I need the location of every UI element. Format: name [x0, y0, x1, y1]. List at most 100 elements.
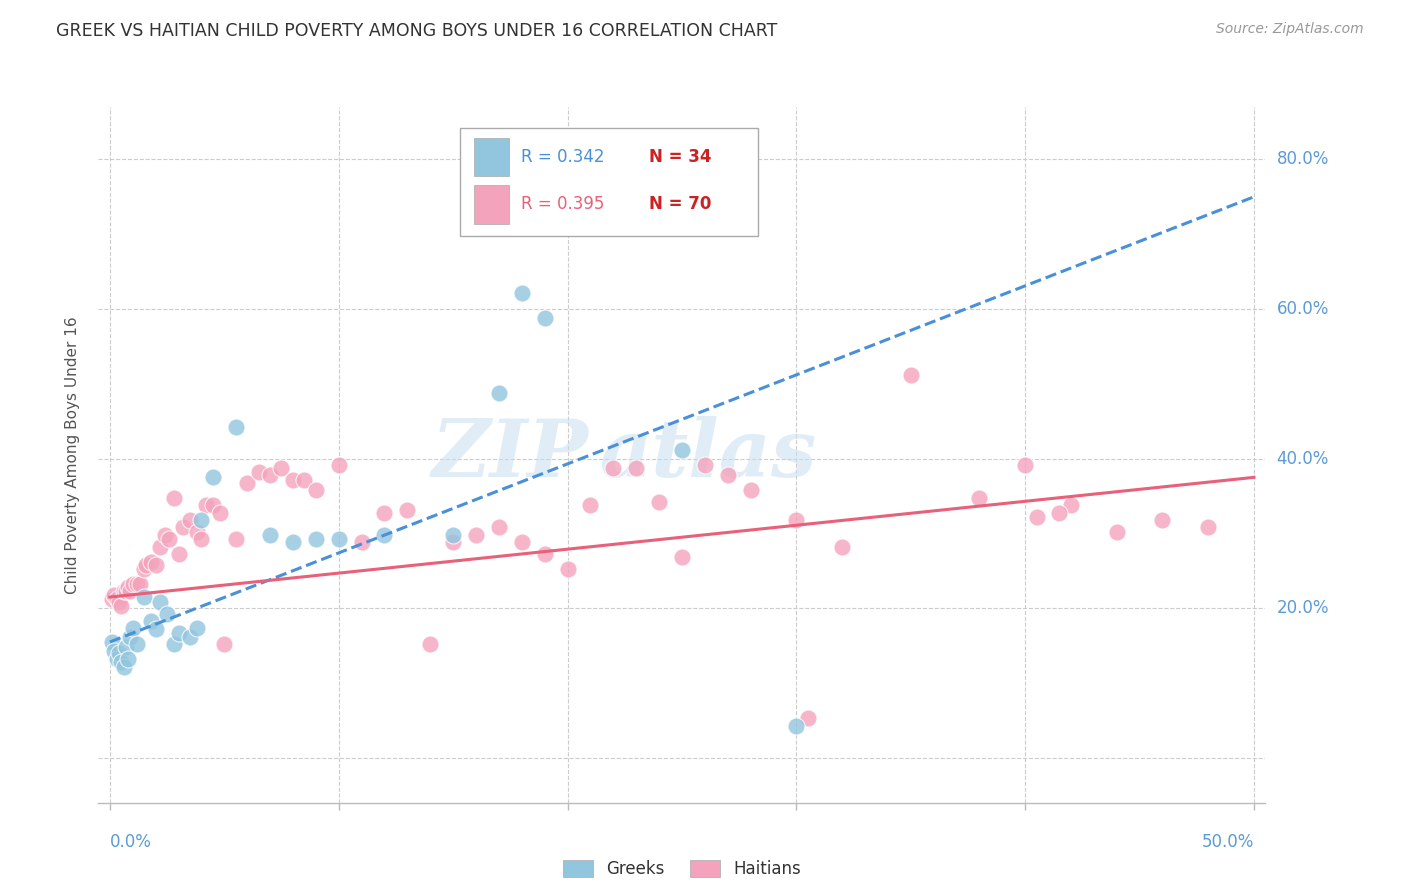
FancyBboxPatch shape [474, 186, 509, 224]
Point [117, 652, 139, 666]
Point [190, 533, 212, 547]
Point [120, 630, 142, 644]
Point [533, 548, 555, 562]
Point [488, 385, 510, 400]
Point [134, 590, 156, 604]
Point [121, 576, 143, 591]
Point [270, 460, 292, 475]
Point [101, 635, 124, 649]
Point [214, 637, 236, 651]
Point [785, 719, 807, 733]
Point [1014, 458, 1036, 472]
Point [441, 535, 464, 549]
Point [201, 470, 224, 484]
Point [110, 655, 132, 669]
Point [145, 622, 167, 636]
Text: R = 0.395: R = 0.395 [520, 195, 605, 213]
Point [441, 528, 464, 542]
Text: 50.0%: 50.0% [1202, 833, 1254, 851]
Point [112, 584, 135, 599]
Point [105, 652, 128, 666]
Point [121, 622, 143, 636]
Point [139, 614, 162, 628]
Point [157, 533, 180, 547]
Point [101, 591, 124, 606]
Point [579, 498, 602, 512]
Point [785, 513, 807, 527]
Point [103, 588, 125, 602]
Point [153, 528, 176, 542]
Point [1025, 510, 1047, 524]
Point [350, 535, 373, 549]
Point [328, 533, 350, 547]
FancyBboxPatch shape [474, 138, 509, 177]
Point [135, 558, 157, 572]
Point [190, 513, 212, 527]
Point [671, 550, 693, 565]
Point [292, 473, 315, 487]
Point [510, 535, 533, 549]
Point [149, 540, 172, 554]
Text: GREEK VS HAITIAN CHILD POVERTY AMONG BOYS UNDER 16 CORRELATION CHART: GREEK VS HAITIAN CHILD POVERTY AMONG BOY… [56, 22, 778, 40]
Point [208, 506, 231, 520]
Text: atlas: atlas [600, 417, 818, 493]
Point [108, 595, 131, 609]
Point [186, 524, 208, 539]
Point [1049, 506, 1071, 520]
Point [648, 495, 671, 509]
Point [167, 548, 190, 562]
Point [186, 622, 208, 636]
Point [128, 576, 150, 591]
Point [602, 460, 624, 475]
Point [305, 483, 328, 497]
Text: R = 0.342: R = 0.342 [520, 148, 605, 166]
Point [373, 506, 395, 520]
Point [1152, 513, 1174, 527]
Point [419, 637, 441, 651]
Point [740, 483, 762, 497]
Point [149, 595, 172, 609]
Point [156, 607, 179, 622]
FancyBboxPatch shape [460, 128, 758, 235]
Point [194, 498, 217, 512]
Point [163, 637, 186, 651]
Point [797, 711, 820, 725]
Point [163, 491, 186, 505]
Point [488, 520, 510, 534]
Text: 40.0%: 40.0% [1277, 450, 1329, 467]
Point [225, 533, 247, 547]
Point [624, 460, 647, 475]
Point [145, 558, 167, 572]
Text: ZIP: ZIP [432, 417, 589, 493]
Point [172, 520, 194, 534]
Point [900, 368, 922, 382]
Point [1197, 520, 1219, 534]
Point [225, 420, 247, 434]
Point [557, 562, 579, 576]
Point [328, 458, 350, 472]
Point [259, 468, 281, 483]
Text: 20.0%: 20.0% [1277, 599, 1329, 617]
Point [1105, 524, 1128, 539]
Text: N = 70: N = 70 [650, 195, 711, 213]
Point [396, 502, 419, 516]
Point [115, 640, 138, 655]
Point [259, 528, 281, 542]
Text: 80.0%: 80.0% [1277, 151, 1329, 169]
Point [112, 659, 135, 673]
Point [120, 584, 142, 599]
Point [236, 475, 259, 490]
Point [281, 535, 304, 549]
Point [831, 540, 853, 554]
Point [110, 599, 132, 613]
Text: N = 34: N = 34 [650, 148, 711, 166]
Point [305, 533, 328, 547]
Point [247, 465, 270, 479]
Point [167, 626, 190, 640]
Point [127, 637, 149, 651]
Point [465, 528, 488, 542]
Point [134, 562, 156, 576]
Text: Source: ZipAtlas.com: Source: ZipAtlas.com [1216, 22, 1364, 37]
Point [117, 580, 139, 594]
Point [103, 644, 125, 658]
